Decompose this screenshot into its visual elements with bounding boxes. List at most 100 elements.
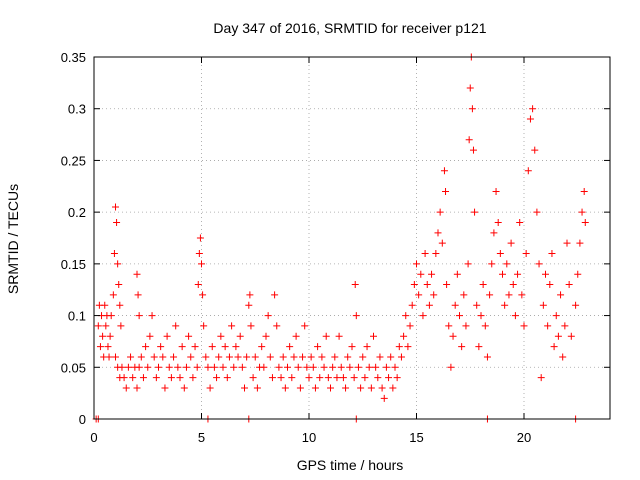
data-point bbox=[236, 332, 244, 340]
data-point bbox=[102, 322, 110, 330]
data-point bbox=[363, 343, 371, 351]
data-point bbox=[406, 322, 414, 330]
data-point bbox=[370, 332, 377, 340]
data-point bbox=[376, 353, 384, 361]
data-point bbox=[195, 250, 203, 258]
data-point bbox=[196, 234, 204, 242]
data-point bbox=[277, 374, 285, 382]
data-point bbox=[378, 384, 386, 392]
y-tick-label: 0.2 bbox=[68, 205, 86, 220]
data-point bbox=[271, 291, 279, 299]
data-point bbox=[262, 332, 270, 340]
y-tick-label: 0.35 bbox=[61, 50, 86, 65]
data-point bbox=[415, 291, 423, 299]
data-point bbox=[434, 229, 442, 237]
data-point bbox=[453, 270, 461, 278]
data-point bbox=[419, 312, 427, 320]
data-point bbox=[342, 384, 350, 392]
data-point bbox=[559, 353, 567, 361]
data-point bbox=[163, 332, 171, 340]
x-tick-label: 10 bbox=[302, 430, 316, 445]
data-point bbox=[245, 301, 253, 309]
data-point bbox=[246, 291, 254, 299]
data-point bbox=[180, 384, 188, 392]
y-tick-label: 0.05 bbox=[61, 360, 86, 375]
data-point bbox=[477, 312, 485, 320]
data-point bbox=[557, 291, 565, 299]
data-point bbox=[509, 281, 517, 289]
data-point bbox=[157, 343, 165, 351]
data-point bbox=[331, 353, 339, 361]
data-point bbox=[565, 281, 573, 289]
data-point bbox=[337, 363, 345, 371]
data-point bbox=[367, 384, 375, 392]
data-point bbox=[380, 394, 388, 402]
data-point bbox=[440, 167, 448, 175]
data-point bbox=[533, 208, 541, 216]
data-point bbox=[465, 136, 473, 144]
data-point bbox=[135, 312, 143, 320]
data-point bbox=[296, 384, 304, 392]
data-point bbox=[135, 363, 143, 371]
data-point bbox=[458, 343, 466, 351]
data-point bbox=[544, 322, 552, 330]
data-point bbox=[150, 353, 158, 361]
data-point bbox=[281, 384, 289, 392]
data-point bbox=[464, 260, 472, 268]
data-point bbox=[124, 363, 132, 371]
data-point bbox=[354, 363, 362, 371]
y-tick-label: 0.3 bbox=[68, 102, 86, 117]
data-point bbox=[468, 105, 476, 113]
data-point bbox=[208, 343, 216, 351]
data-point bbox=[275, 363, 283, 371]
data-point bbox=[142, 343, 150, 351]
data-point bbox=[155, 363, 162, 371]
data-point bbox=[112, 203, 119, 211]
data-point bbox=[118, 363, 126, 371]
data-point bbox=[219, 363, 227, 371]
data-point bbox=[249, 374, 257, 382]
data-point bbox=[133, 270, 141, 278]
data-point bbox=[576, 239, 584, 247]
data-point bbox=[507, 239, 515, 247]
data-point bbox=[382, 363, 390, 371]
data-point bbox=[471, 208, 479, 216]
data-point bbox=[552, 312, 560, 320]
data-point bbox=[210, 363, 218, 371]
data-point bbox=[284, 363, 291, 371]
data-point bbox=[299, 353, 307, 361]
data-point bbox=[241, 384, 248, 392]
data-point bbox=[550, 343, 558, 351]
data-point bbox=[303, 363, 311, 371]
data-point bbox=[505, 291, 513, 299]
data-point bbox=[101, 301, 109, 309]
data-point bbox=[438, 239, 446, 247]
data-point bbox=[554, 332, 562, 340]
data-point bbox=[117, 322, 125, 330]
data-point bbox=[96, 343, 104, 351]
data-point bbox=[503, 260, 511, 268]
data-point bbox=[199, 291, 207, 299]
data-point bbox=[518, 291, 526, 299]
data-point bbox=[535, 260, 543, 268]
data-point bbox=[357, 384, 365, 392]
data-point bbox=[182, 363, 190, 371]
data-point bbox=[243, 353, 251, 361]
y-tick-label: 0.25 bbox=[61, 153, 86, 168]
data-point bbox=[167, 374, 175, 382]
data-point bbox=[499, 270, 506, 278]
data-point bbox=[309, 363, 317, 371]
data-point bbox=[230, 363, 238, 371]
data-point bbox=[346, 363, 354, 371]
data-point bbox=[170, 353, 178, 361]
data-point bbox=[105, 353, 113, 361]
data-point bbox=[473, 301, 481, 309]
data-point bbox=[294, 363, 302, 371]
data-point bbox=[445, 322, 453, 330]
data-point bbox=[225, 353, 233, 361]
data-point bbox=[268, 374, 276, 382]
data-point bbox=[314, 343, 322, 351]
data-point bbox=[421, 250, 429, 258]
data-point bbox=[581, 218, 589, 226]
x-tick-label: 15 bbox=[409, 430, 423, 445]
